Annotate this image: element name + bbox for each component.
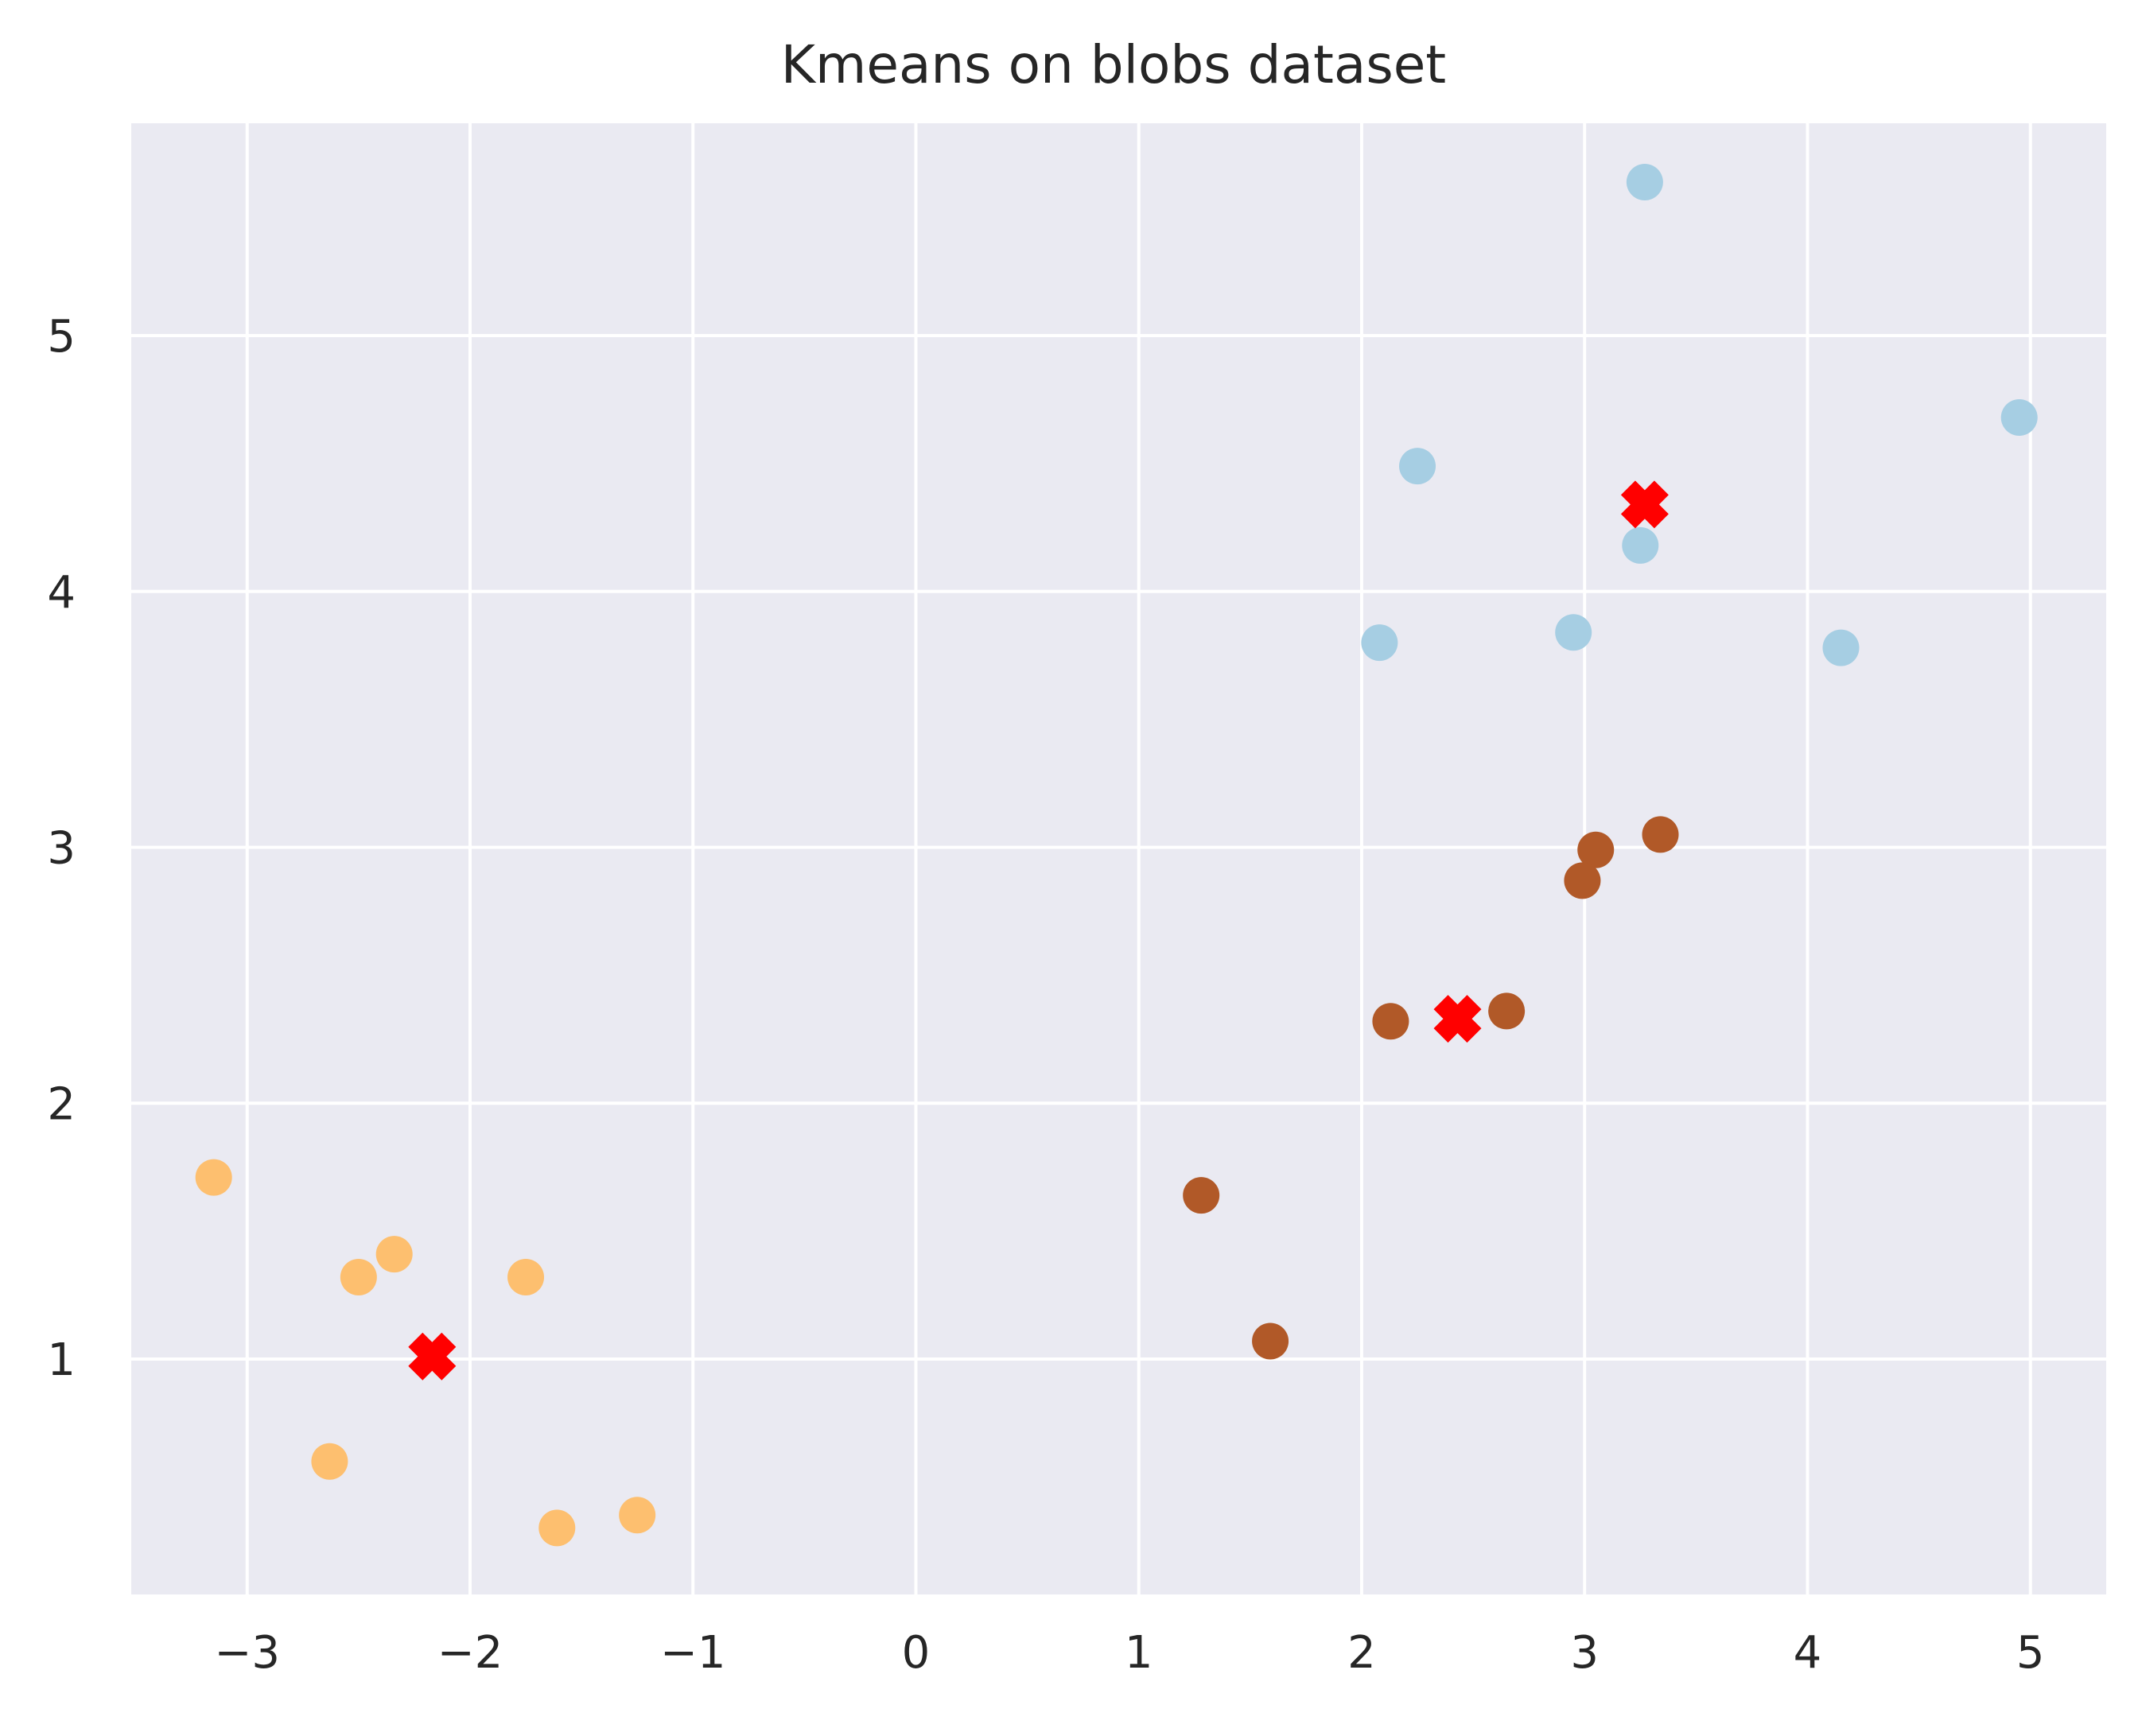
centroid-marker	[1433, 995, 1482, 1043]
x-tick-label: 3	[1570, 1627, 1599, 1679]
centroid-marker	[1620, 480, 1669, 529]
x-tick-label: −2	[437, 1627, 503, 1679]
cluster-2-point	[1183, 1177, 1220, 1214]
cluster-2-point	[1252, 1322, 1289, 1360]
y-tick-label: 5	[47, 311, 76, 363]
y-axis-tick-labels: 1 2 3 4 5	[47, 311, 76, 1386]
cluster-2-point	[1642, 816, 1679, 853]
x-tick-label: 1	[1125, 1627, 1153, 1679]
cluster-2-point	[1488, 992, 1526, 1030]
cluster-1-point	[1622, 526, 1659, 564]
y-tick-label: 2	[47, 1078, 76, 1130]
y-tick-label: 3	[47, 823, 76, 875]
grid-lines	[131, 123, 2106, 1594]
cluster-1-point	[1822, 629, 1860, 666]
cluster-2-point	[1372, 1003, 1409, 1040]
x-tick-label: −3	[214, 1627, 280, 1679]
cluster-3-point	[538, 1509, 576, 1547]
cluster-1-point	[1626, 164, 1663, 200]
cluster-3-point	[311, 1443, 348, 1480]
cluster-2-point	[1564, 862, 1601, 899]
cluster-3-point	[507, 1259, 545, 1296]
data-points	[195, 164, 2038, 1547]
y-tick-label: 1	[47, 1334, 76, 1386]
x-tick-label: 2	[1347, 1627, 1376, 1679]
centroid-marker	[408, 1332, 457, 1381]
cluster-2-point	[1577, 831, 1615, 868]
cluster-1-point	[1555, 614, 1592, 651]
x-tick-label: 4	[1794, 1627, 1822, 1679]
x-tick-label: 5	[2016, 1627, 2045, 1679]
x-tick-label: −1	[660, 1627, 726, 1679]
y-tick-label: 4	[47, 567, 76, 619]
cluster-3-point	[619, 1497, 656, 1534]
chart-title: Kmeans on blobs dataset	[781, 34, 1446, 95]
cluster-1-point	[2000, 399, 2038, 436]
x-tick-label: 0	[902, 1627, 931, 1679]
cluster-3-point	[375, 1236, 413, 1273]
cluster-1-point	[1399, 448, 1436, 485]
plot-area	[131, 123, 2106, 1594]
cluster-3-point	[195, 1159, 232, 1196]
x-axis-tick-labels: −3 −2 −1 0 1 2 3 4 5	[214, 1627, 2044, 1679]
cluster-3-point	[340, 1259, 377, 1296]
cluster-1-point	[1361, 624, 1398, 662]
